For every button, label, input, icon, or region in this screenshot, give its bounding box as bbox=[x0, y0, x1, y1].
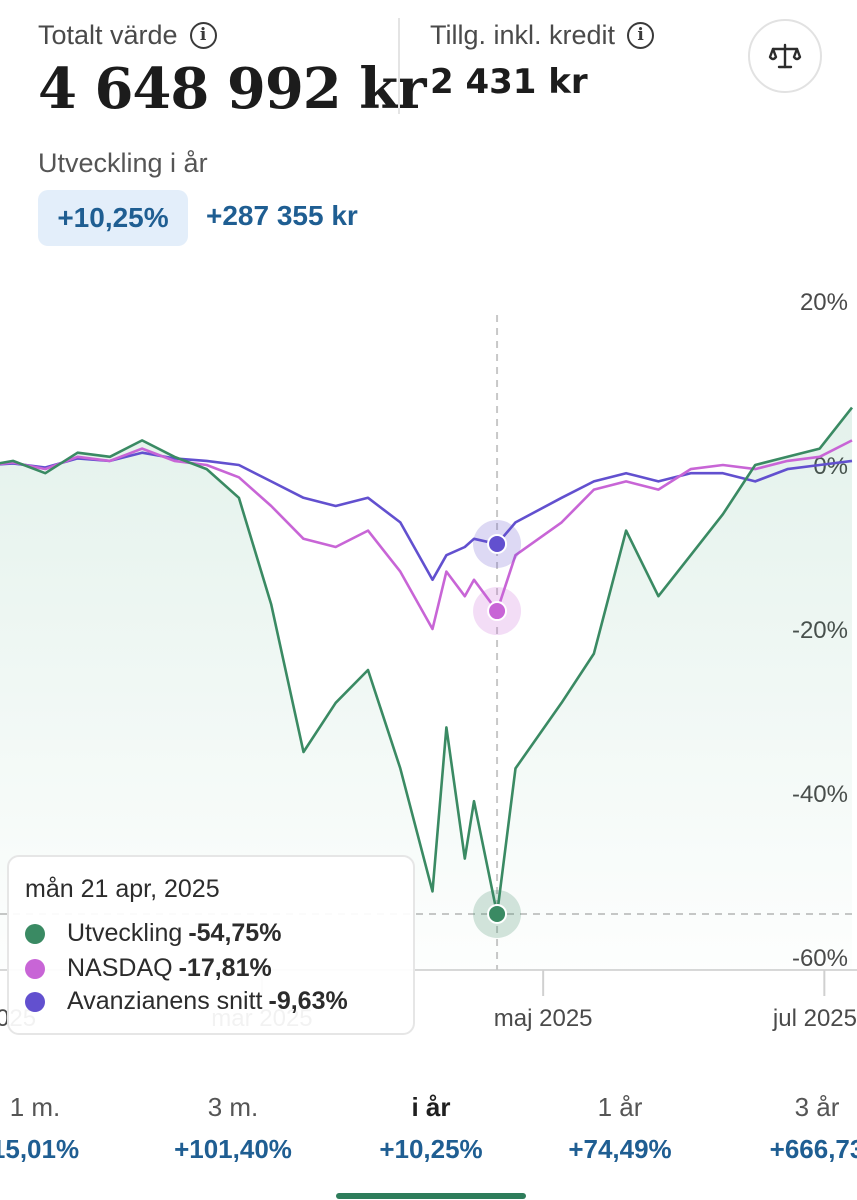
period-label: 1 m. bbox=[9, 1092, 61, 1122]
tooltip-series-name: Avanzianens snitt bbox=[67, 987, 263, 1015]
tooltip-series-name: Utveckling bbox=[67, 919, 183, 947]
highlight-marker bbox=[487, 601, 508, 622]
y-tick-label: 20% bbox=[800, 289, 848, 316]
tooltip-date: mån 21 apr, 2025 bbox=[25, 875, 220, 903]
avanzianens-dot-icon bbox=[25, 991, 45, 1012]
compare-button[interactable] bbox=[748, 19, 822, 93]
active-period-indicator bbox=[336, 1193, 526, 1199]
x-tick-label: maj 2025 bbox=[494, 1005, 593, 1032]
period-value: +74,49% bbox=[568, 1134, 672, 1164]
period-tab-3m[interactable]: 3 m. +101,40% bbox=[148, 1080, 318, 1200]
tooltip-series-value: -9,63% bbox=[268, 987, 348, 1015]
credit-value: 2 431 kr bbox=[430, 62, 588, 102]
period-label: 1 år bbox=[597, 1092, 643, 1122]
series-line-nasdaq bbox=[0, 439, 853, 631]
scale-icon bbox=[768, 43, 802, 69]
tooltip-series-value: -54,75% bbox=[188, 919, 282, 947]
period-value: 15,01% bbox=[0, 1134, 80, 1164]
period-selector: 1 m. 15,01% 3 m. +101,40% i år +10,25% 1… bbox=[0, 1080, 857, 1200]
header-divider bbox=[398, 18, 400, 114]
series-line-avanzianens-snitt bbox=[0, 451, 853, 582]
period-value: +10,25% bbox=[379, 1134, 483, 1164]
utveckling-area bbox=[0, 407, 852, 970]
ytd-label: Utveckling i år bbox=[38, 148, 208, 178]
info-icon[interactable]: i bbox=[627, 22, 655, 49]
tooltip-row-avanzianens-snitt: Avanzianens snitt -9,63% bbox=[25, 987, 348, 1016]
info-icon[interactable]: i bbox=[189, 22, 217, 49]
period-tab-3y[interactable]: 3 år +666,73 bbox=[732, 1080, 857, 1200]
period-label: i år bbox=[411, 1092, 451, 1122]
period-tab-ytd[interactable]: i år +10,25% bbox=[346, 1080, 516, 1200]
tooltip-row-nasdaq: NASDAQ -17,81% bbox=[25, 954, 272, 983]
ytd-percent-badge: +10,25% bbox=[38, 190, 188, 246]
chart-tooltip: mån 21 apr, 2025 Utveckling -54,75% NASD… bbox=[7, 855, 415, 1035]
total-value-label: Totalt värde bbox=[38, 20, 178, 50]
total-value: 4 648 992 kr bbox=[38, 56, 427, 122]
highlight-marker bbox=[487, 533, 508, 554]
credit-label-row: Tillg. inkl. kredit i bbox=[430, 20, 655, 51]
total-value-label-row: Totalt värde i bbox=[38, 20, 217, 51]
highlight-marker bbox=[487, 903, 508, 924]
period-value: +101,40% bbox=[174, 1134, 292, 1164]
utveckling-dot-icon bbox=[25, 923, 45, 944]
tooltip-series-name: NASDAQ bbox=[67, 954, 173, 982]
period-label: 3 år bbox=[794, 1092, 840, 1122]
tooltip-series-value: -17,81% bbox=[178, 954, 272, 982]
credit-label: Tillg. inkl. kredit bbox=[430, 20, 616, 50]
period-value: +666,73 bbox=[769, 1134, 857, 1164]
period-tab-1y[interactable]: 1 år +74,49% bbox=[535, 1080, 705, 1200]
tooltip-row-utveckling: Utveckling -54,75% bbox=[25, 919, 281, 948]
period-tab-1m[interactable]: 1 m. 15,01% bbox=[0, 1080, 120, 1200]
nasdaq-dot-icon bbox=[25, 958, 45, 979]
period-label: 3 m. bbox=[207, 1092, 259, 1122]
series-line-utveckling bbox=[0, 406, 854, 916]
x-tick-label: jul 2025 bbox=[772, 1005, 857, 1032]
ytd-amount: +287 355 kr bbox=[206, 200, 358, 231]
